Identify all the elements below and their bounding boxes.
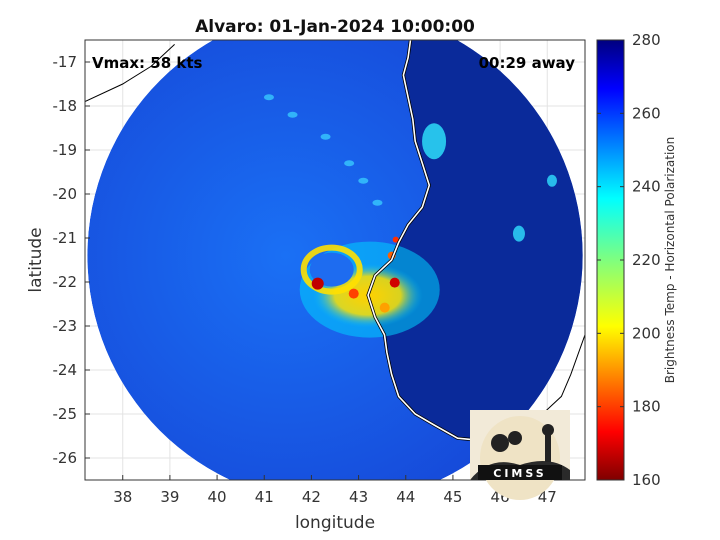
storm-eye (309, 252, 354, 287)
y-tick-label: -19 (53, 141, 78, 159)
x-tick-label: 42 (302, 488, 321, 506)
logo-banner (478, 465, 562, 480)
x-tick-label: 40 (208, 488, 227, 506)
plot-area: 38 39 40 41 42 43 44 45 46 47 -17-18-19-20-21-22-… (53, 39, 586, 506)
x-tick-label: 45 (443, 488, 462, 506)
logo-tower (545, 432, 551, 462)
axes-frame (84, 39, 586, 481)
mainland-coast (85, 44, 175, 103)
brightness-temp-swath (87, 40, 583, 480)
colorbar-tick-label: 220 (632, 251, 661, 269)
y-tick-label: -21 (53, 229, 78, 247)
x-tick-labels: 38 39 40 41 42 43 44 45 46 47 (113, 488, 557, 506)
y-tick-label: -20 (53, 185, 78, 203)
scattered-cell (512, 225, 525, 242)
colorbar-tick-label: 200 (632, 324, 661, 342)
eyewall (300, 244, 363, 295)
colorbar-ticks: 160 180 200 220 240 260 280 (597, 31, 661, 489)
convective-cell (392, 236, 399, 243)
x-tick-label: 38 (113, 488, 132, 506)
y-tick-label: -17 (53, 53, 78, 71)
vmax-label: Vmax: 58 kts (92, 54, 202, 72)
scattered-cell (287, 111, 298, 118)
convective-cell (311, 277, 324, 290)
scattered-cell (372, 199, 383, 206)
x-tick-label: 44 (396, 488, 415, 506)
colorbar-tick-label: 180 (632, 398, 661, 416)
y-tick-label: -18 (53, 97, 78, 115)
logo-tower-top (542, 424, 554, 436)
y-axis-label: latitude (26, 227, 46, 292)
y-tick-label: -25 (53, 405, 78, 423)
convective-cell (379, 302, 390, 313)
time-away-label: 00:29 away (479, 54, 576, 72)
colorbar: 160 180 200 220 240 260 280 Brightness Temp - … (596, 31, 677, 489)
colorbar-label: Brightness Temp - Horizontal Polarizatio… (663, 137, 677, 384)
chart-title: Alvaro: 01-Jan-2024 10:00:00 (195, 17, 475, 37)
convective-cell (389, 277, 400, 288)
logo-text: CIMSS (493, 467, 546, 480)
y-tick-label: -22 (53, 273, 78, 291)
x-axis-label: longitude (295, 513, 375, 533)
x-tick-label: 39 (160, 488, 179, 506)
logo-dish-mid (508, 431, 522, 445)
colorbar-tick-label: 260 (632, 104, 661, 122)
y-tick-label: -26 (53, 449, 78, 467)
y-tick-label: -24 (53, 361, 78, 379)
y-tick-label: -23 (53, 317, 78, 335)
x-tick-label: 43 (349, 488, 368, 506)
y-tick-labels: -17 -18 -19 -20 -21 -22 -23 -24 -25 -26 (53, 53, 78, 467)
convective-cell (348, 288, 359, 299)
scattered-cell (263, 94, 274, 101)
scattered-cell (344, 160, 355, 167)
coastline (367, 40, 482, 442)
colorbar-gradient (596, 39, 625, 481)
scattered-cell (546, 174, 557, 187)
cimss-logo: CIMSS (470, 410, 570, 500)
scattered-cell (358, 177, 369, 184)
northern-band (422, 123, 447, 160)
x-tick-label: 41 (255, 488, 274, 506)
logo-dish-left (491, 434, 509, 452)
colorbar-tick-label: 240 (632, 178, 661, 196)
colorbar-tick-label: 280 (632, 31, 661, 49)
scattered-cell (320, 133, 331, 140)
colorbar-tick-label: 160 (632, 471, 661, 489)
